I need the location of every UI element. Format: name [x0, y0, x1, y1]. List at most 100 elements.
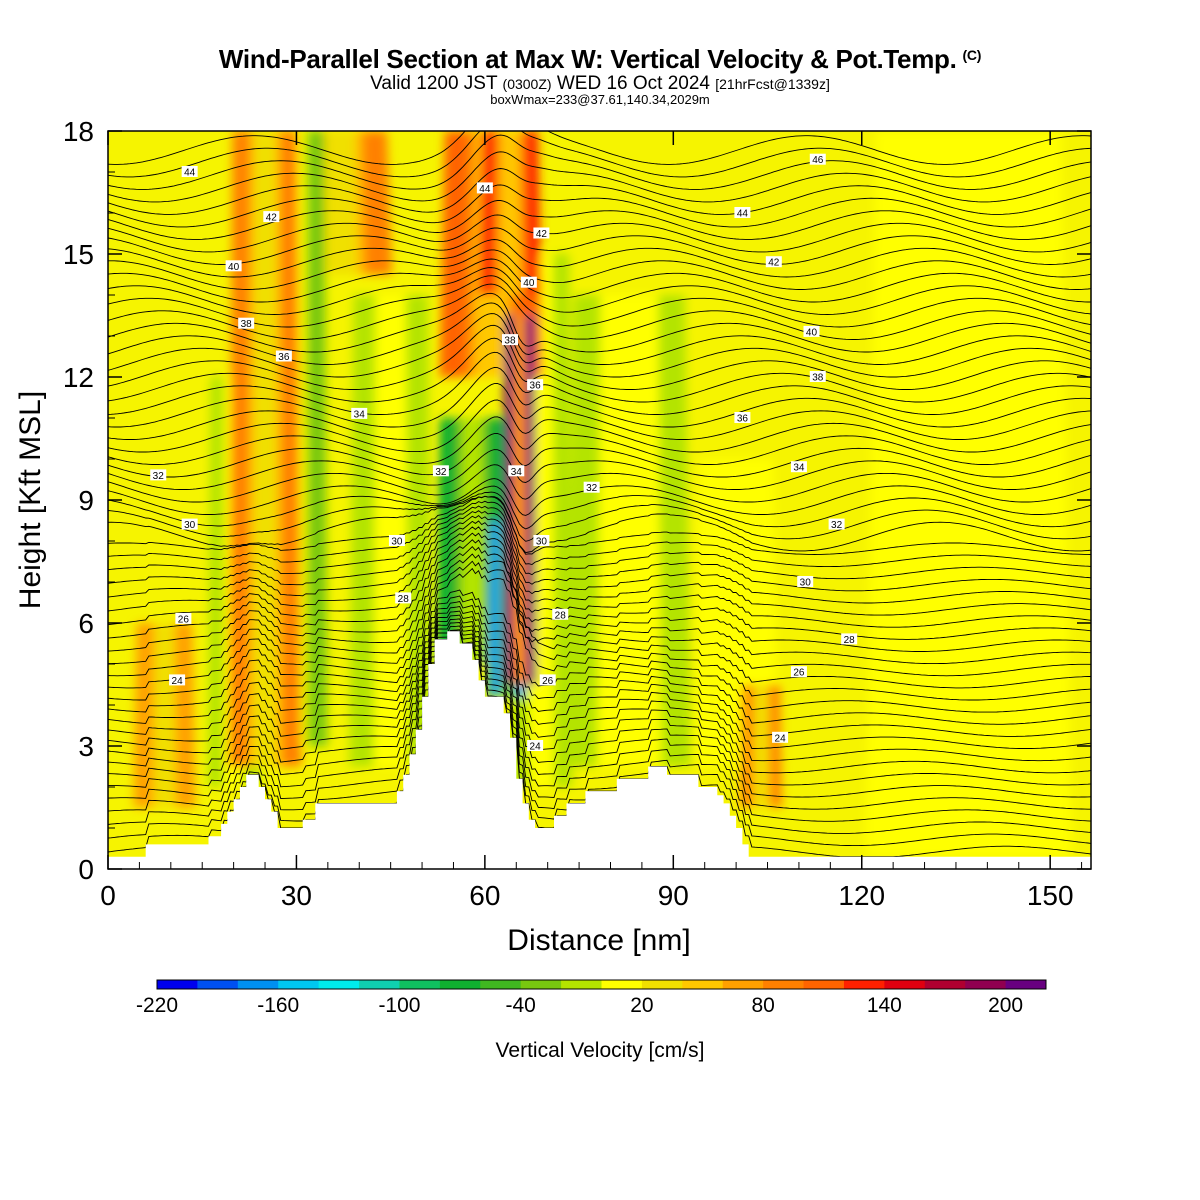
svg-text:42: 42	[768, 258, 780, 269]
w-band-13-3	[500, 131, 520, 295]
colorbar-swatch	[884, 980, 926, 989]
theta-contour-line	[108, 151, 1091, 203]
valid-utc: (0300Z)	[502, 76, 552, 92]
svg-text:42: 42	[266, 213, 278, 224]
w-band-6-3	[155, 623, 174, 808]
theta-label-32: 32	[583, 481, 600, 494]
theta-contour-line	[108, 131, 1091, 165]
colorbar-swatch	[763, 980, 805, 989]
theta-label-40: 40	[225, 260, 242, 273]
svg-text:44: 44	[184, 168, 196, 179]
theta-contour-line	[108, 313, 1091, 378]
y-axis-label: Height [Kft MSL]	[14, 391, 47, 609]
colorbar	[156, 979, 1047, 990]
colorbar-swatch	[965, 980, 1007, 989]
theta-contour-line	[108, 383, 1091, 440]
colorbar-swatch	[843, 980, 885, 989]
svg-text:46: 46	[812, 155, 824, 166]
w-band-10-3	[254, 131, 277, 767]
theta-contour-line	[108, 416, 1091, 465]
theta-contour-line	[108, 553, 1091, 677]
theta-label-26: 26	[175, 612, 192, 625]
svg-text:40: 40	[806, 327, 818, 338]
theta-contour-labels: 24 24 24 26 26 26 28 28 28 30 30 30 30 32 32 32 32 34 34 34…	[150, 153, 858, 753]
theta-contour-line	[108, 526, 1091, 628]
theta-contour-line	[108, 134, 1091, 190]
theta-label-30: 30	[388, 535, 405, 548]
colorbar-swatch	[480, 980, 522, 989]
svg-text:26: 26	[793, 668, 805, 679]
x-tick-label: 60	[469, 880, 500, 911]
colorbar-swatch	[157, 980, 198, 989]
copyright-mark: (C)	[962, 47, 982, 63]
y-tick-label: 0	[78, 854, 94, 885]
w-band-5-3	[378, 295, 404, 767]
svg-text:42: 42	[536, 229, 548, 240]
y-tick-label: 15	[63, 239, 94, 270]
theta-label-28: 28	[395, 592, 412, 605]
theta-label-30: 30	[181, 518, 198, 531]
x-axis-ticks: 0 30 60 90 120 150	[100, 131, 1083, 911]
theta-contour-line	[108, 258, 1091, 303]
w-band-9-3	[754, 684, 768, 808]
theta-contour-line	[108, 630, 1091, 847]
theta-label-36: 36	[734, 412, 751, 425]
colorbar-swatch	[197, 980, 239, 989]
theta-contour-line	[108, 495, 1091, 554]
svg-text:28: 28	[555, 610, 567, 621]
theta-contour-line	[108, 433, 1091, 478]
theta-label-44: 44	[734, 207, 751, 220]
x-tick-label: 120	[838, 880, 885, 911]
theta-contour-line	[108, 546, 1091, 665]
chart-title-main: Wind-Parallel Section at Max W: Vertical…	[218, 44, 957, 74]
box-info: boxWmax=233@37.61,140.34,2029m	[490, 92, 710, 107]
theta-contour-line	[108, 630, 1091, 834]
theta-contour-line	[108, 629, 1091, 822]
y-tick-label: 18	[63, 116, 94, 147]
colorbar-swatch	[924, 980, 966, 989]
colorbar-tick-label: -40	[506, 994, 536, 1017]
svg-text:40: 40	[523, 278, 535, 289]
valid-prefix: Valid 1200 JST	[370, 73, 498, 94]
x-tick-label: 30	[281, 880, 312, 911]
theta-label-34: 34	[790, 461, 807, 474]
w-band-2-3	[610, 295, 649, 767]
colorbar-tick-label: 20	[630, 994, 653, 1017]
colorbar-swatch	[439, 980, 481, 989]
colorbar-swatch	[520, 980, 562, 989]
theta-label-42: 42	[533, 227, 550, 240]
svg-text:34: 34	[511, 467, 523, 478]
theta-contour-line	[108, 532, 1091, 640]
svg-text:34: 34	[793, 463, 805, 474]
svg-text:24: 24	[172, 676, 184, 687]
theta-label-46: 46	[809, 153, 826, 166]
theta-contour-line	[108, 520, 1091, 616]
svg-text:36: 36	[278, 352, 290, 363]
chart-subtitle: Valid 1200 JST (0300Z) WED 16 Oct 2024 […	[0, 74, 1200, 94]
theta-label-44: 44	[181, 166, 198, 179]
y-tick-label: 3	[78, 731, 94, 762]
theta-label-38: 38	[238, 317, 255, 330]
svg-text:38: 38	[504, 336, 516, 347]
theta-contour-line	[108, 539, 1091, 652]
svg-text:26: 26	[542, 676, 554, 687]
theta-contour-line	[108, 560, 1091, 689]
plot-area: 24 24 24 26 26 26 28 28 28 30 30 30 30 32 32 32 32 34 34 34…	[108, 131, 1091, 869]
theta-contour-line	[108, 622, 1091, 798]
colorbar-tick-label: -160	[257, 994, 299, 1017]
svg-text:32: 32	[435, 467, 447, 478]
y-tick-label: 6	[78, 608, 94, 639]
theta-contour-line	[108, 625, 1091, 810]
theta-label-28: 28	[841, 633, 858, 646]
colorbar-swatch	[1005, 980, 1047, 989]
theta-label-44: 44	[476, 182, 493, 195]
theta-label-32: 32	[150, 469, 167, 482]
x-axis-label: Distance [nm]	[507, 924, 690, 957]
colorbar-label: Vertical Velocity [cm/s]	[496, 1039, 705, 1062]
colorbar-tick-label: -100	[378, 994, 420, 1017]
theta-contour-line	[108, 292, 1091, 353]
svg-text:28: 28	[398, 594, 410, 605]
w-band-12-3	[461, 418, 484, 664]
